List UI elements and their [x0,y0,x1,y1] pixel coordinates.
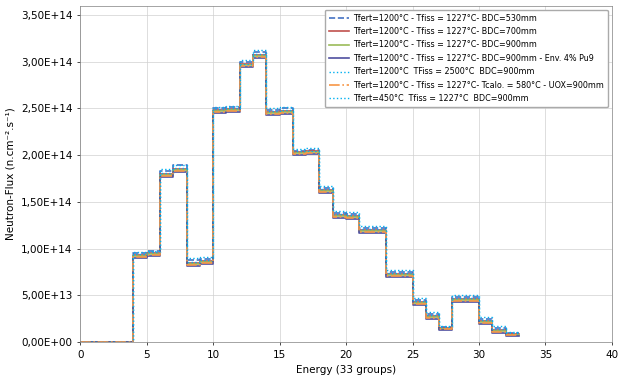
Line: Tfert=1200°C - Tfiss = 1227°C- BDC=900mm: Tfert=1200°C - Tfiss = 1227°C- BDC=900mm [80,56,519,342]
Tfert=1200°C - Tfiss = 1227°C- BDC=700mm [489,319,496,323]
Tfert=450°C  Tfiss = 1227°C  BDC=900mm [422,310,429,315]
Tfert=450°C  Tfiss = 1227°C  BDC=900mm [515,330,522,334]
Tfert=1200°C - Tfiss = 1227°C- Tcalo. = 580°C - UOX=900mm [489,320,496,325]
Tfert=1200°C - Tfiss = 1227°C- Tcalo. = 580°C - UOX=900mm [77,340,84,344]
Tfert=1200°C - Tfiss = 1227°C- Tcalo. = 580°C - UOX=900mm [249,55,256,59]
Tfert=1200°C - Tfiss = 1227°C- BDC=530mm [489,317,496,321]
Tfert=1200°C - Tfiss = 1227°C- BDC=900mm [515,333,522,337]
Tfert=1200°C - Tfiss = 1227°C- BDC=900mm - Env. 4% Pu9 [515,333,522,338]
Tfert=1200°C  TFiss = 2500°C  BDC=900mm [276,109,283,114]
Tfert=1200°C - Tfiss = 1227°C- BDC=900mm - Env. 4% Pu9 [183,263,190,268]
Tfert=1200°C  TFiss = 2500°C  BDC=900mm [183,259,190,264]
Tfert=450°C  Tfiss = 1227°C  BDC=900mm [276,106,283,111]
Tfert=1200°C - Tfiss = 1227°C- BDC=700mm [210,108,217,113]
Tfert=1200°C - Tfiss = 1227°C- BDC=700mm [117,340,124,344]
Tfert=1200°C - Tfiss = 1227°C- BDC=900mm [117,340,124,344]
Tfert=1200°C - Tfiss = 1227°C- BDC=530mm [276,108,283,113]
Tfert=1200°C - Tfiss = 1227°C- BDC=900mm [183,261,190,266]
Tfert=1200°C - Tfiss = 1227°C- Tcalo. = 580°C - UOX=900mm [210,110,217,114]
Tfert=1200°C - Tfiss = 1227°C- Tcalo. = 580°C - UOX=900mm [515,333,522,338]
Tfert=1200°C - Tfiss = 1227°C- BDC=900mm [210,109,217,114]
Tfert=1200°C - Tfiss = 1227°C- BDC=530mm [515,331,522,335]
Tfert=1200°C - Tfiss = 1227°C- Tcalo. = 580°C - UOX=900mm [276,112,283,116]
Tfert=1200°C - Tfiss = 1227°C- BDC=700mm [183,261,190,265]
Tfert=1200°C - Tfiss = 1227°C- Tcalo. = 580°C - UOX=900mm [183,263,190,267]
Tfert=450°C  Tfiss = 1227°C  BDC=900mm [117,340,124,344]
Tfert=1200°C - Tfiss = 1227°C- Tcalo. = 580°C - UOX=900mm [422,315,429,320]
Tfert=450°C  Tfiss = 1227°C  BDC=900mm [77,340,84,344]
Line: Tfert=1200°C - Tfiss = 1227°C- BDC=900mm - Env. 4% Pu9: Tfert=1200°C - Tfiss = 1227°C- BDC=900mm… [80,58,519,342]
Tfert=1200°C - Tfiss = 1227°C- BDC=530mm [422,312,429,317]
Tfert=1200°C  TFiss = 2500°C  BDC=900mm [249,52,256,56]
Tfert=1200°C - Tfiss = 1227°C- BDC=700mm [77,340,84,344]
Legend: Tfert=1200°C - Tfiss = 1227°C- BDC=530mm, Tfert=1200°C - Tfiss = 1227°C- BDC=700: Tfert=1200°C - Tfiss = 1227°C- BDC=530mm… [324,10,608,107]
Tfert=1200°C - Tfiss = 1227°C- BDC=700mm [276,110,283,114]
Tfert=1200°C - Tfiss = 1227°C- BDC=900mm [249,54,256,58]
Tfert=1200°C - Tfiss = 1227°C- BDC=900mm [77,340,84,344]
Tfert=450°C  Tfiss = 1227°C  BDC=900mm [210,104,217,109]
Tfert=1200°C  TFiss = 2500°C  BDC=900mm [210,107,217,112]
Tfert=1200°C  TFiss = 2500°C  BDC=900mm [515,331,522,336]
Tfert=1200°C  TFiss = 2500°C  BDC=900mm [489,317,496,322]
Tfert=1200°C - Tfiss = 1227°C- BDC=900mm [276,111,283,115]
Tfert=1200°C - Tfiss = 1227°C- BDC=530mm [210,106,217,111]
Tfert=1200°C  TFiss = 2500°C  BDC=900mm [77,340,84,344]
Tfert=1200°C - Tfiss = 1227°C- BDC=530mm [183,258,190,262]
Y-axis label: Neutron-Flux (n.cm⁻².s⁻¹): Neutron-Flux (n.cm⁻².s⁻¹) [6,107,16,240]
Line: Tfert=450°C  Tfiss = 1227°C  BDC=900mm: Tfert=450°C Tfiss = 1227°C BDC=900mm [80,50,519,342]
Tfert=1200°C  TFiss = 2500°C  BDC=900mm [422,313,429,317]
Tfert=1200°C - Tfiss = 1227°C- BDC=900mm - Env. 4% Pu9 [77,340,84,344]
Line: Tfert=1200°C  TFiss = 2500°C  BDC=900mm: Tfert=1200°C TFiss = 2500°C BDC=900mm [80,54,519,342]
Tfert=450°C  Tfiss = 1227°C  BDC=900mm [183,256,190,260]
Tfert=1200°C - Tfiss = 1227°C- BDC=900mm [489,319,496,324]
Tfert=1200°C - Tfiss = 1227°C- BDC=900mm - Env. 4% Pu9 [422,317,429,321]
Line: Tfert=1200°C - Tfiss = 1227°C- Tcalo. = 580°C - UOX=900mm: Tfert=1200°C - Tfiss = 1227°C- Tcalo. = … [80,57,519,342]
Tfert=1200°C - Tfiss = 1227°C- BDC=700mm [422,314,429,319]
Tfert=1200°C - Tfiss = 1227°C- BDC=700mm [249,53,256,58]
Tfert=1200°C - Tfiss = 1227°C- BDC=530mm [117,340,124,344]
Tfert=450°C  Tfiss = 1227°C  BDC=900mm [249,48,256,53]
Tfert=1200°C - Tfiss = 1227°C- BDC=900mm - Env. 4% Pu9 [210,111,217,115]
Tfert=1200°C - Tfiss = 1227°C- BDC=530mm [77,340,84,344]
Tfert=1200°C - Tfiss = 1227°C- BDC=900mm - Env. 4% Pu9 [489,321,496,326]
X-axis label: Energy (33 groups): Energy (33 groups) [296,365,396,375]
Tfert=1200°C - Tfiss = 1227°C- BDC=900mm - Env. 4% Pu9 [117,340,124,344]
Tfert=1200°C - Tfiss = 1227°C- BDC=530mm [249,50,256,54]
Tfert=1200°C - Tfiss = 1227°C- BDC=700mm [515,331,522,336]
Line: Tfert=1200°C - Tfiss = 1227°C- BDC=530mm: Tfert=1200°C - Tfiss = 1227°C- BDC=530mm [80,52,519,342]
Tfert=1200°C  TFiss = 2500°C  BDC=900mm [117,340,124,344]
Tfert=1200°C - Tfiss = 1227°C- Tcalo. = 580°C - UOX=900mm [117,340,124,344]
Tfert=1200°C - Tfiss = 1227°C- BDC=900mm - Env. 4% Pu9 [249,56,256,60]
Tfert=450°C  Tfiss = 1227°C  BDC=900mm [489,315,496,319]
Tfert=1200°C - Tfiss = 1227°C- BDC=900mm - Env. 4% Pu9 [276,113,283,117]
Line: Tfert=1200°C - Tfiss = 1227°C- BDC=700mm: Tfert=1200°C - Tfiss = 1227°C- BDC=700mm [80,55,519,342]
Tfert=1200°C - Tfiss = 1227°C- BDC=900mm [422,315,429,319]
